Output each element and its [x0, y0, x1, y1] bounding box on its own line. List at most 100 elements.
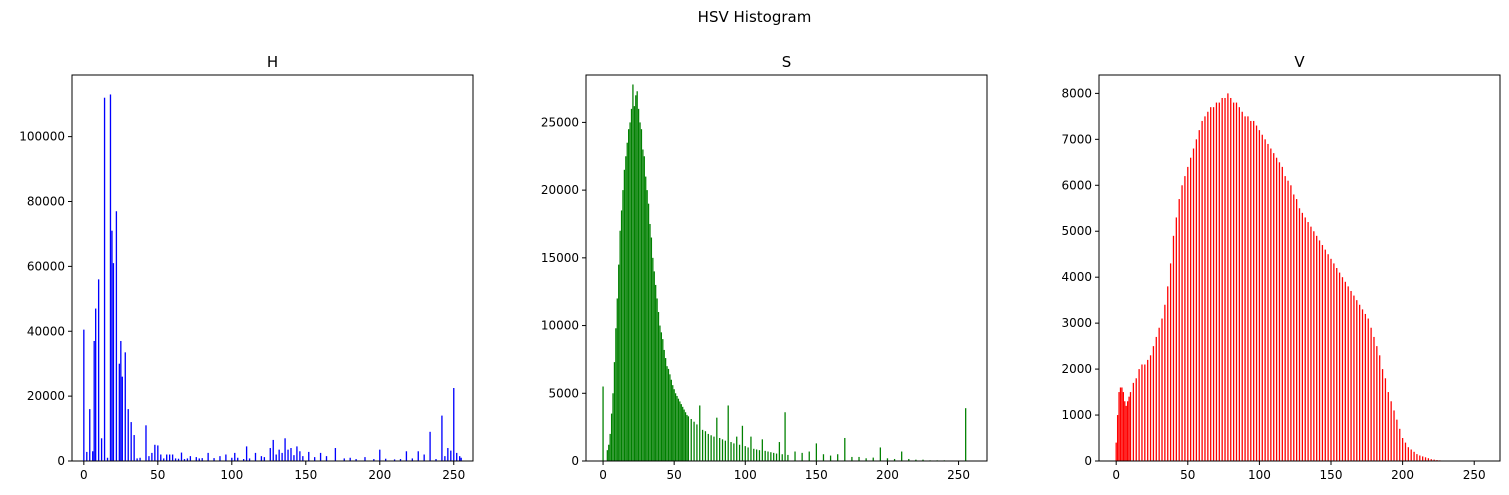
histogram-bar	[1387, 392, 1389, 461]
histogram-bar	[1215, 102, 1218, 461]
histogram-bar	[613, 362, 616, 461]
histogram-bar	[1427, 458, 1430, 461]
histogram-bar	[219, 456, 221, 461]
x-tick-label: 250	[1463, 468, 1486, 482]
y-tick-label: 80000	[27, 195, 65, 209]
histogram-bar	[784, 412, 786, 461]
histogram-bar	[234, 452, 236, 461]
x-tick-label: 200	[368, 468, 391, 482]
histogram-bar	[635, 95, 637, 461]
histogram-bar	[254, 452, 257, 461]
histogram-bar	[645, 176, 647, 461]
histogram-bar	[174, 458, 177, 461]
histogram-bar	[1149, 355, 1152, 461]
histogram-bar	[1125, 405, 1127, 461]
axes-frame	[1098, 74, 1501, 462]
histogram-bar	[1128, 396, 1130, 461]
histogram-bar	[1298, 208, 1301, 461]
histogram-bar	[653, 271, 655, 461]
x-tick-label: 200	[1391, 468, 1414, 482]
histogram-bar	[1255, 125, 1258, 462]
histogram-bar	[815, 443, 817, 461]
histogram-bar	[308, 451, 310, 461]
histogram-bar	[626, 142, 628, 461]
histogram-bar	[1359, 304, 1361, 461]
histogram-bar	[1281, 166, 1283, 461]
histogram-bar	[1407, 447, 1409, 461]
histogram-bar	[163, 458, 165, 461]
y-tick-label: 15000	[541, 251, 579, 265]
histogram-bar	[133, 435, 135, 461]
histogram-bar	[1324, 249, 1326, 461]
histogram-bar	[637, 108, 640, 462]
histogram-bar	[269, 448, 271, 461]
histogram-bar	[623, 169, 626, 461]
histogram-bar	[171, 454, 174, 461]
histogram-bar	[646, 190, 648, 461]
histogram-bar	[287, 449, 289, 461]
histogram-bar	[154, 444, 156, 461]
histogram-bar	[423, 454, 425, 461]
histogram-bar	[879, 447, 881, 461]
histogram-bar	[662, 339, 664, 461]
histogram-bar	[699, 405, 701, 461]
histogram-bar	[118, 363, 121, 461]
histogram-bar	[908, 458, 910, 461]
histogram-bar	[663, 349, 665, 461]
histogram-bar	[1433, 459, 1435, 461]
histogram-bar	[1267, 143, 1269, 461]
histogram-bar	[1270, 148, 1272, 461]
histogram-bar	[272, 439, 274, 461]
histogram-bar	[456, 452, 458, 461]
histogram-bar	[1321, 245, 1324, 461]
histogram-bar	[721, 439, 724, 461]
histogram-bar	[1370, 327, 1372, 461]
histogram-bar	[1141, 364, 1143, 461]
histogram-bar	[744, 446, 746, 461]
histogram-bar	[355, 459, 357, 461]
histogram-bar	[177, 458, 180, 461]
histogram-bar	[1310, 226, 1312, 461]
histogram-bar	[764, 450, 766, 461]
histogram-bar	[619, 230, 621, 461]
histogram-bar	[672, 385, 674, 461]
histogram-bar	[1422, 456, 1424, 461]
histogram-bar	[145, 425, 147, 461]
histogram-bar	[677, 398, 680, 461]
histogram-bar	[1187, 166, 1189, 461]
y-tick-label: 5000	[1061, 224, 1092, 238]
histogram-bar	[750, 436, 752, 461]
histogram-bar	[1396, 419, 1398, 461]
histogram-bar	[112, 263, 115, 461]
histogram-bar	[775, 453, 778, 461]
histogram-bar	[676, 395, 678, 461]
histogram-bar	[364, 457, 366, 461]
histogram-bar	[865, 458, 867, 461]
histogram-bar	[710, 435, 712, 461]
histogram-bar	[632, 84, 634, 461]
histogram-bar	[275, 454, 277, 461]
histogram-bar	[656, 298, 658, 461]
axes-frame	[585, 74, 988, 462]
histogram-bar	[1301, 212, 1304, 461]
histogram-bar	[1116, 415, 1119, 461]
histogram-bar	[1373, 336, 1375, 461]
histogram-bar	[299, 451, 301, 461]
histogram-bar	[393, 459, 396, 461]
histogram-bar	[86, 451, 88, 461]
histogram-bar	[1333, 263, 1335, 461]
histogram-bar	[615, 328, 617, 461]
histogram-bar	[730, 442, 732, 461]
histogram-bar	[97, 279, 100, 461]
histogram-bar	[100, 438, 103, 461]
histogram-bar	[922, 459, 924, 461]
histogram-bar	[127, 409, 129, 461]
histogram-bar	[1201, 120, 1203, 461]
histogram-bar	[195, 457, 197, 461]
histogram-bar	[1347, 286, 1349, 461]
histogram-bar	[1190, 157, 1192, 461]
histogram-bar	[886, 458, 889, 461]
histogram-bar	[379, 449, 381, 461]
histogram-bar	[901, 451, 903, 461]
histogram-bar	[674, 393, 677, 461]
